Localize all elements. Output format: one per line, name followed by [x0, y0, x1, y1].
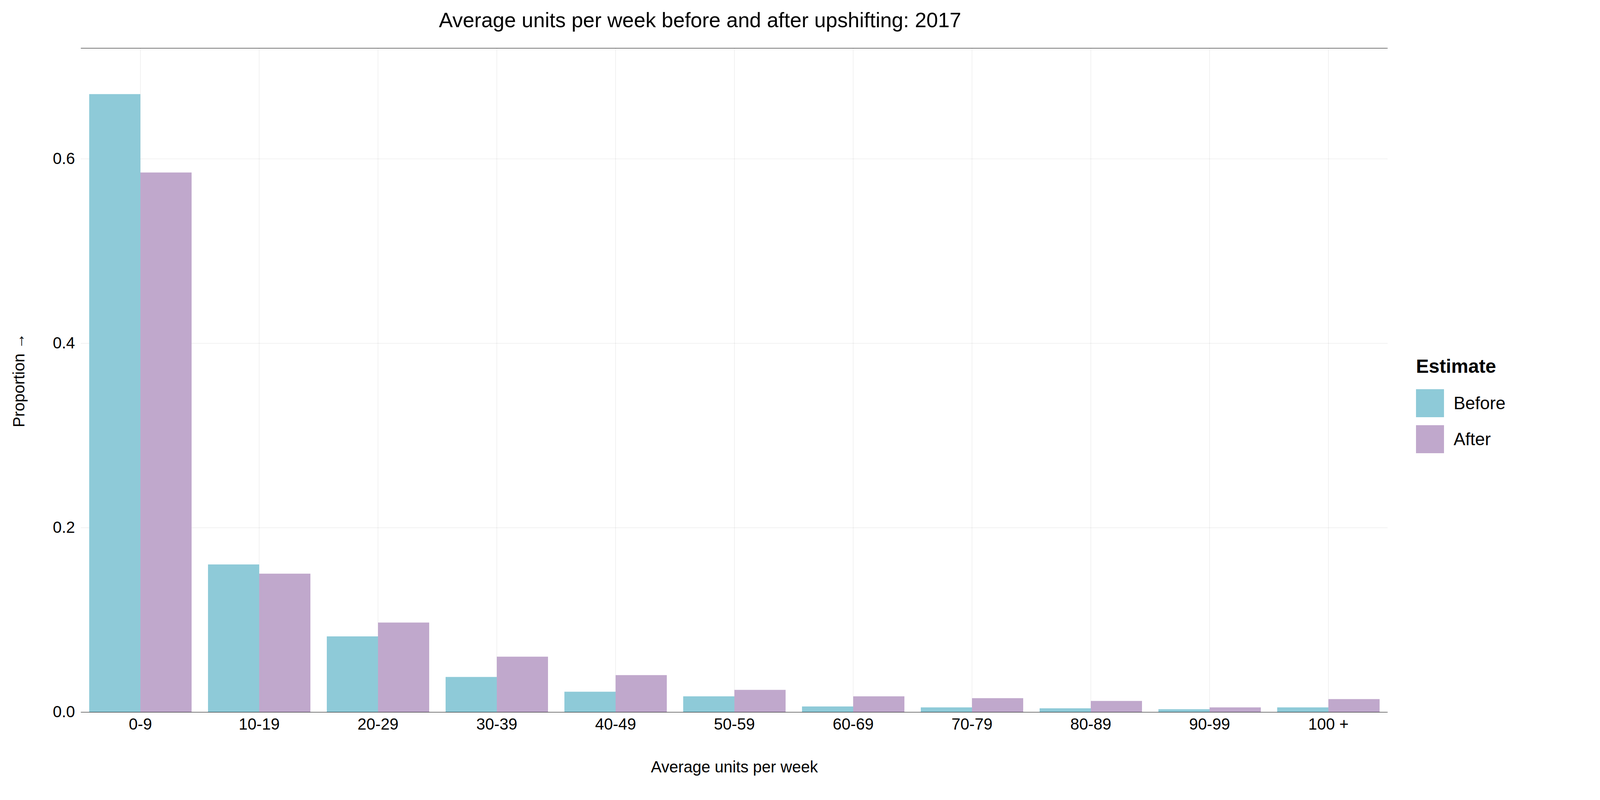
html-text:Estimate: Estimate — [1416, 355, 1497, 377]
svg-text:80-89: 80-89 — [1070, 715, 1112, 733]
svg-text:0.4: 0.4 — [52, 334, 76, 352]
svg-text:0-9: 0-9 — [128, 715, 152, 733]
svg-text:70-79: 70-79 — [951, 715, 993, 733]
svg-text:90-99: 90-99 — [1189, 715, 1230, 733]
svg-text:0.6: 0.6 — [52, 149, 76, 168]
svg-text:50-59: 50-59 — [714, 715, 755, 733]
svg-text:20-29: 20-29 — [357, 715, 399, 733]
svg-text:40-49: 40-49 — [595, 715, 636, 733]
svg-text:10-19: 10-19 — [238, 715, 280, 733]
svg-text:30-39: 30-39 — [476, 715, 518, 733]
html-text:Before: Before — [1453, 393, 1506, 413]
html-text:After: After — [1453, 429, 1491, 449]
svg-text:Average units per week: Average units per week — [650, 758, 818, 776]
svg-text:0.2: 0.2 — [52, 518, 76, 536]
svg-text:60-69: 60-69 — [832, 715, 874, 733]
svg-text:Proportion →: Proportion → — [10, 333, 28, 428]
html-text:Average units per week before: Average units per week before and after … — [438, 8, 962, 32]
svg-text:0.0: 0.0 — [52, 702, 76, 721]
svg-text:100 +: 100 + — [1308, 715, 1349, 733]
